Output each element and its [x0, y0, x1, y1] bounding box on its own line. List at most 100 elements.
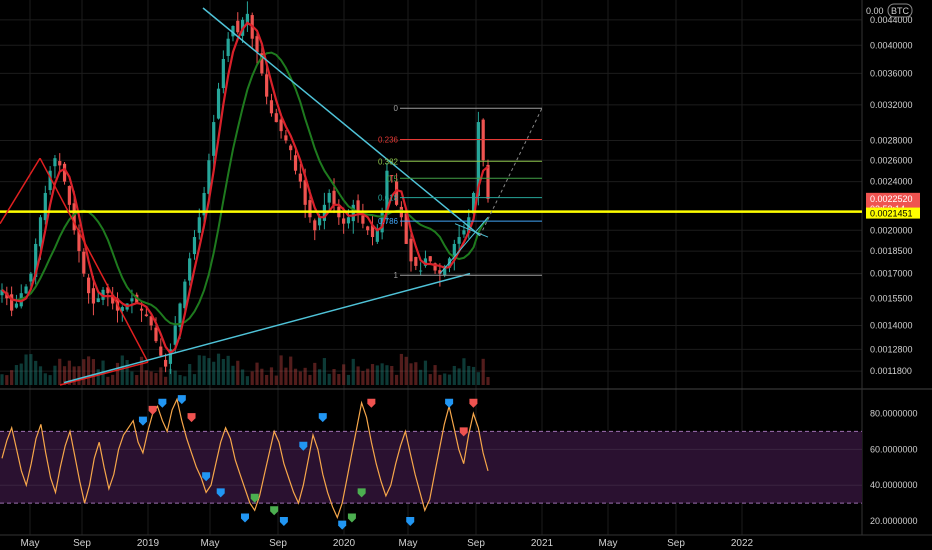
volume-bar-0: [0, 374, 4, 385]
volume-bar-51: [245, 376, 250, 385]
candle-body-13: [62, 163, 67, 182]
time-axis-label-5: 2020: [333, 538, 356, 549]
volume-bar-11: [53, 365, 57, 385]
candle-body-75: [361, 215, 365, 224]
candle-body-88: [423, 258, 428, 266]
volume-bar-93: [447, 374, 452, 385]
candle-body-85: [409, 238, 413, 262]
volume-bar-64: [308, 374, 312, 385]
candle-body-74: [356, 200, 360, 211]
volume-bar-26: [125, 360, 129, 385]
volume-bar-38: [183, 376, 187, 385]
signal-marker-1: [158, 398, 167, 408]
volume-bar-45: [216, 353, 221, 385]
signal-marker-14: [347, 513, 356, 523]
volume-bar-15: [72, 366, 76, 385]
volume-bar-100: [481, 358, 485, 385]
candle-body-89: [428, 256, 432, 262]
volume-bar-60: [289, 356, 293, 385]
candle-body-40: [192, 237, 197, 255]
symbol-badge[interactable]: BTC: [887, 3, 913, 18]
candle-body-22: [106, 287, 110, 294]
volume-bars: [0, 353, 490, 385]
candle-body-5: [24, 286, 28, 294]
signal-marker-16: [367, 398, 376, 408]
volume-bar-97: [467, 365, 471, 385]
candle-body-25: [120, 307, 124, 311]
candle-body-58: [279, 119, 283, 132]
price-axis-label-7: 0.0020000: [870, 225, 913, 235]
volume-bar-7: [34, 360, 38, 385]
candle-body-78: [375, 230, 379, 242]
price-axis-label-3: 0.0032000: [870, 100, 913, 110]
volume-bar-82: [394, 374, 399, 385]
volume-bar-28: [135, 375, 139, 385]
volume-bar-35: [168, 368, 173, 385]
signal-marker-5: [202, 472, 211, 482]
time-axis-label-7: Sep: [467, 538, 485, 549]
candle-body-41: [197, 217, 201, 233]
candle-body-33: [159, 346, 163, 356]
candle-body-35: [168, 349, 173, 364]
candle-body-67: [322, 204, 326, 221]
candle-body-101: [486, 164, 490, 199]
volume-bar-41: [197, 355, 201, 385]
volume-bar-10: [48, 375, 52, 385]
symbol-badge-frame: [887, 3, 913, 18]
candle-body-17: [82, 251, 86, 274]
fib-label-1: 0.236: [378, 136, 399, 145]
price-axis-label-1: 0.0040000: [870, 40, 913, 50]
volume-bar-3: [14, 365, 19, 385]
candle-body-9: [43, 192, 47, 221]
price-axis-label-6: 0.0024000: [870, 177, 913, 187]
candle-body-79: [380, 210, 384, 233]
volume-bar-47: [226, 355, 230, 385]
volume-bar-53: [255, 362, 259, 385]
candle-body-0: [0, 289, 4, 296]
price-axis[interactable]: 0.0044000 0.0040000 0.0036000 0.0032000 0.00…: [870, 15, 918, 526]
fib-label-0: 0: [394, 104, 399, 113]
volume-bar-49: [236, 360, 240, 385]
volume-bar-74: [356, 366, 360, 385]
volume-bar-33: [159, 367, 163, 385]
price-axis-label-5: 0.0026000: [870, 155, 913, 165]
signal-marker-10: [279, 517, 288, 527]
volume-bar-23: [111, 374, 115, 385]
volume-bar-76: [366, 368, 370, 385]
candle-body-59: [284, 135, 288, 141]
volume-bar-30: [144, 370, 148, 385]
price-axis-label-2: 0.0036000: [870, 68, 913, 78]
ma-fast-line: [1, 21, 489, 355]
volume-bar-61: [293, 368, 298, 385]
volume-bar-63: [303, 367, 307, 385]
candle-body-47: [226, 38, 230, 56]
volume-bar-32: [154, 373, 158, 385]
signal-marker-8: [250, 493, 259, 503]
volume-bar-62: [298, 371, 302, 385]
volume-bar-29: [139, 356, 144, 385]
candle-body-96: [462, 230, 466, 235]
volume-bar-95: [457, 368, 461, 385]
candle-body-76: [366, 226, 370, 231]
candle-body-68: [327, 192, 331, 203]
volume-bar-89: [428, 374, 432, 385]
candle-body-29: [139, 308, 144, 311]
volume-bar-85: [409, 363, 413, 385]
volume-bar-94: [452, 365, 456, 385]
volume-bar-75: [361, 371, 365, 385]
candle-body-46: [221, 58, 225, 89]
candle-body-65: [313, 220, 317, 231]
volume-bar-52: [250, 371, 254, 385]
volume-bar-17: [82, 359, 86, 385]
fibonacci-retracement[interactable]: 0 0.236 0.382 0.5 0.618 0.786 1: [378, 104, 542, 280]
candle-body-20: [96, 298, 100, 303]
candle-body-6: [29, 273, 33, 282]
time-axis[interactable]: May Sep 2019 May Sep 2020 May Sep 2021 May Sep 2022: [0, 534, 932, 549]
candle-body-94: [452, 243, 456, 260]
candle-body-81: [390, 175, 394, 177]
candle-body-11: [53, 158, 57, 167]
volume-bar-88: [423, 360, 428, 385]
candle-body-14: [67, 186, 71, 205]
